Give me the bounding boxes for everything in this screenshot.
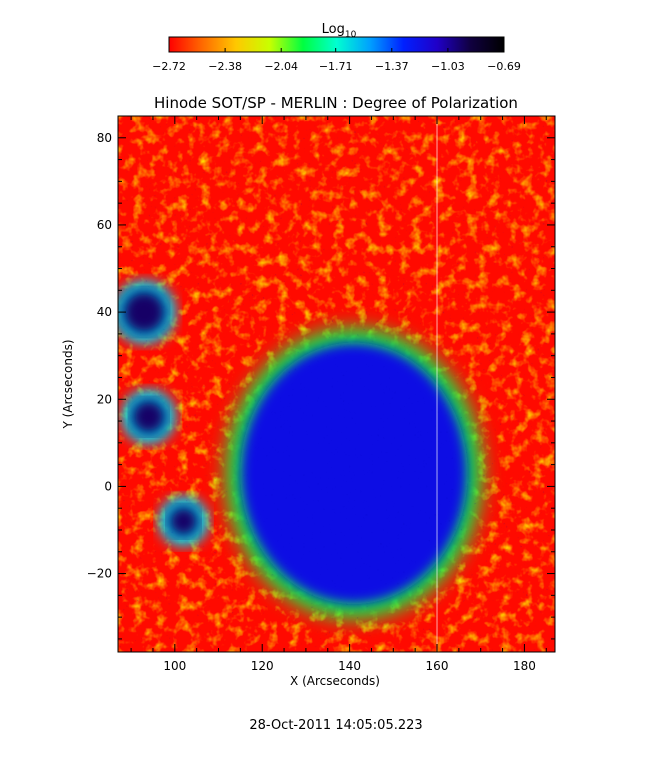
colorbar-tick-label: −1.71 (319, 60, 353, 73)
timestamp: 28-Oct-2011 14:05:05.223 (249, 718, 422, 733)
colorbar-tick-label: −2.04 (264, 60, 298, 73)
x-axis-label: X (Arcseconds) (290, 674, 380, 688)
plot-axes: 100 120 140 160 180 −20 0 20 40 60 80 (87, 115, 556, 673)
x-tick-label: 160 (426, 659, 449, 673)
colorbar-tick-label: −1.37 (375, 60, 409, 73)
x-tick-label: 100 (163, 659, 186, 673)
y-tick-label: 0 (104, 479, 112, 493)
chart-title: Hinode SOT/SP - MERLIN : Degree of Polar… (154, 94, 518, 112)
texture-grain (118, 116, 555, 652)
y-tick-label: 80 (97, 131, 112, 145)
x-tick-label: 180 (513, 659, 536, 673)
heatmap-image (118, 116, 555, 652)
y-axis-label: Y (Arcseconds) (61, 339, 75, 429)
colorbar-tick-label: −2.72 (152, 60, 186, 73)
colorbar-ticks: −2.72 −2.38 −2.04 −1.71 −1.37 −1.03 −0.69 (152, 48, 521, 73)
y-tick-label: −20 (87, 567, 112, 581)
x-tick-label: 140 (338, 659, 361, 673)
colorbar-tick-label: −2.38 (208, 60, 242, 73)
plot-frame (117, 115, 556, 653)
colorbar-tick-label: −0.69 (487, 60, 521, 73)
colorbar-tick-label: −1.03 (431, 60, 465, 73)
x-tick-label: 120 (251, 659, 274, 673)
y-tick-label: 40 (97, 305, 112, 319)
colorbar-label: Log10 (322, 22, 357, 40)
colorbar-strip (168, 36, 505, 53)
colorbar: Log10 −2.72 −2.38 −2.04 −1.71 −1.37 −1.03 −0.6… (152, 22, 521, 73)
y-tick-label: 60 (97, 218, 112, 232)
y-tick-label: 20 (97, 392, 112, 406)
